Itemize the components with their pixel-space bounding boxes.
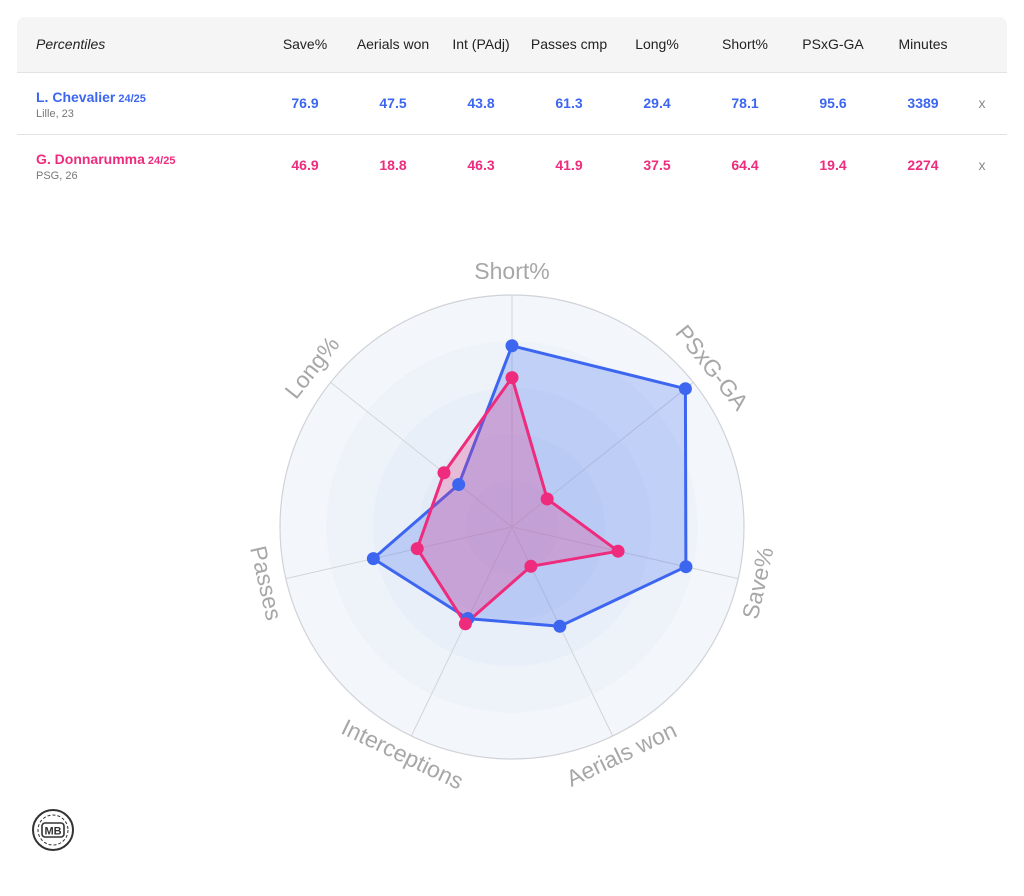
stat-value-long-pct: 37.5 [643,157,671,173]
data-point [524,559,538,573]
data-point [540,492,554,506]
player-season: 24/25 [118,93,146,105]
stat-value-short-pct: 64.4 [731,157,759,173]
stat-value-aerials-won: 47.5 [379,95,407,111]
stat-value-passes-cmp: 61.3 [555,95,583,111]
column-header-interceptions: Int (PAdj) [452,36,510,52]
player-team-age: Lille, 23 [36,108,74,120]
data-point [410,542,424,556]
data-point [505,339,519,353]
data-point [437,466,451,480]
data-point [505,371,519,385]
radar-spoke [410,526,513,737]
comparison-table: Percentiles Save% Aerials won Int (PAdj)… [17,17,1007,196]
radar-spoke [511,526,739,580]
stat-value-aerials-won: 18.8 [379,157,407,173]
stat-value-interceptions: 46.3 [467,157,495,173]
player-info: G. Donnarumma 24/25 PSG, 26 [36,151,175,182]
radar-spoke [285,526,513,580]
column-header-short-pct: Short% [722,36,768,52]
player-season: 24/25 [147,155,176,167]
data-point [458,617,472,631]
table-title: Percentiles [36,36,106,52]
series-area [415,376,620,626]
stat-value-psxg-ga: 19.4 [819,157,847,173]
table-header: Percentiles Save% Aerials won Int (PAdj)… [17,17,1007,73]
logo-text: MB [44,826,61,838]
remove-player-button[interactable]: x [978,95,986,111]
stat-value-minutes: 2274 [907,157,939,173]
stat-value-passes-cmp: 41.9 [555,157,583,173]
stat-value-short-pct: 78.1 [731,95,759,111]
column-header-passes-cmp: Passes cmp [530,36,608,52]
player-row: L. Chevalier 24/25 Lille, 23 76.9 47.5 43… [17,73,1007,135]
stat-value-minutes: 3389 [907,95,939,111]
player-row: G. Donnarumma 24/25 PSG, 26 46.9 18.8 46.… [17,135,1007,196]
stat-value-save-pct: 46.9 [291,157,319,173]
data-point [366,552,380,566]
data-point [678,382,692,396]
axis-label: Short% [474,258,549,284]
stat-value-long-pct: 29.4 [643,95,671,111]
radar-spoke [330,381,513,528]
data-point [679,560,693,574]
stat-value-psxg-ga: 95.6 [819,95,847,111]
column-header-psxg-ga: PSxG-GA [802,36,864,52]
player-name[interactable]: L. Chevalier [36,89,116,105]
column-header-minutes: Minutes [898,36,948,52]
column-header-aerials-won: Aerials won [356,36,430,52]
remove-player-button[interactable]: x [978,157,986,173]
mb-logo: MB [32,809,74,851]
axis-label: Save% [737,545,779,622]
data-point [452,477,466,491]
stat-value-interceptions: 43.8 [467,95,495,111]
player-team-age: PSG, 26 [36,170,78,182]
stat-value-save-pct: 76.9 [291,95,319,111]
data-point [553,619,567,633]
axis-label: Passes [245,543,287,622]
series-area [371,344,688,628]
data-point [611,544,625,558]
column-header-long-pct: Long% [635,36,679,52]
player-name[interactable]: G. Donnarumma [36,151,145,167]
player-info: L. Chevalier 24/25 Lille, 23 [36,89,146,120]
column-header-save-pct: Save% [282,36,328,52]
